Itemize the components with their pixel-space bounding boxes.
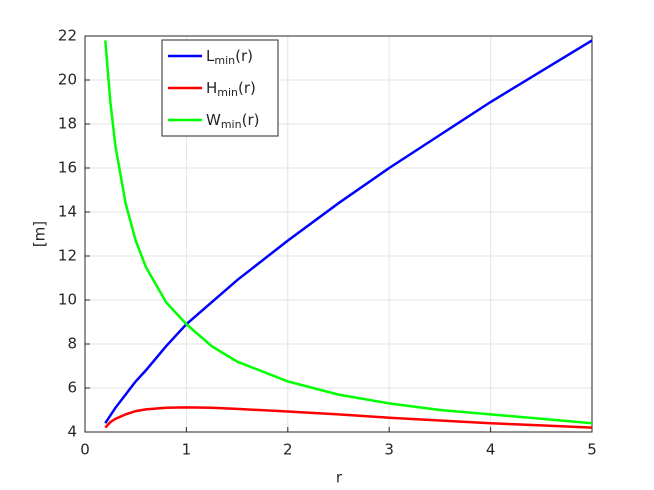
y-tick-label: 6: [67, 379, 77, 397]
legend-sub: min: [217, 86, 238, 99]
legend-main: L: [206, 47, 215, 65]
y-tick-label: 12: [58, 247, 77, 265]
x-tick-label: 2: [283, 441, 293, 459]
y-axis-label: [m]: [31, 221, 49, 247]
legend-rest: (r): [238, 79, 256, 97]
legend-sub: min: [221, 118, 242, 131]
x-axis-label: r: [336, 469, 343, 487]
y-tick-label: 18: [58, 115, 77, 133]
y-tick-label: 22: [58, 27, 77, 45]
x-tick-label: 0: [80, 441, 90, 459]
x-tick-label: 1: [182, 441, 192, 459]
y-tick-label: 16: [58, 159, 77, 177]
x-tick-label: 4: [486, 441, 496, 459]
y-tick-label: 14: [58, 203, 77, 221]
legend-main: W: [206, 111, 221, 129]
y-tick-label: 10: [58, 291, 77, 309]
legend-main: H: [206, 79, 217, 97]
legend-sub: min: [214, 54, 235, 67]
legend-label: Lmin(r): [206, 47, 253, 68]
y-tick-label: 4: [67, 423, 77, 441]
y-tick-label: 8: [67, 335, 77, 353]
legend-rest: (r): [235, 47, 253, 65]
y-tick-label: 20: [58, 71, 77, 89]
line-series: [104, 39, 593, 424]
line-series: [104, 40, 593, 425]
legend-label: Hmin(r): [206, 79, 256, 100]
x-tick-label: 3: [384, 441, 394, 459]
legend-rest: (r): [242, 111, 260, 129]
axes-box: [84, 35, 593, 433]
plot-area: [85, 36, 592, 432]
line-series: [104, 406, 593, 429]
x-tick-label: 5: [587, 441, 597, 459]
legend-label: Wmin(r): [206, 111, 259, 132]
